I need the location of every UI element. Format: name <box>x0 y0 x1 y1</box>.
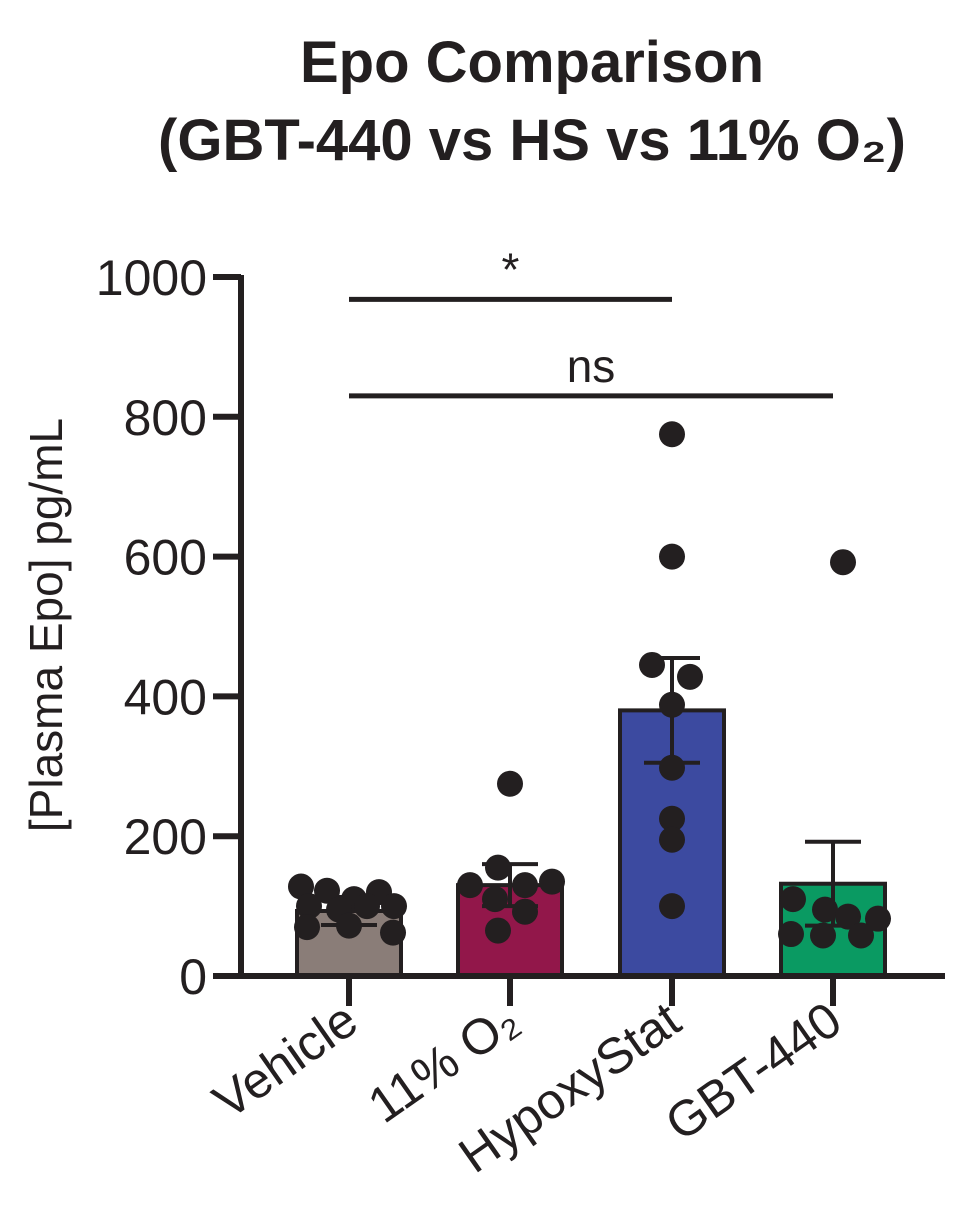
data-point-2-4 <box>659 691 685 718</box>
y-axis-label: [Plasma Epo] pg/mL <box>20 418 72 832</box>
data-point-2-3 <box>677 663 703 690</box>
data-point-3-2 <box>835 903 861 930</box>
data-point-1-4 <box>482 886 508 913</box>
data-point-2-5 <box>659 754 685 781</box>
data-point-0-0 <box>288 873 314 900</box>
data-point-0-6 <box>354 893 380 920</box>
data-point-0-9 <box>336 912 362 939</box>
data-point-2-0 <box>659 421 685 448</box>
data-point-3-4 <box>778 921 804 948</box>
data-point-1-0 <box>457 872 483 899</box>
data-point-3-3 <box>865 905 891 932</box>
data-point-2-6 <box>659 805 685 832</box>
data-point-1-3 <box>539 868 565 895</box>
data-point-2-2 <box>639 651 665 678</box>
data-point-0-7 <box>381 893 407 920</box>
data-point-3-7 <box>830 549 856 576</box>
data-point-1-7 <box>497 770 523 797</box>
data-point-0-10 <box>380 919 406 946</box>
y-tick-label-2: 400 <box>124 669 207 725</box>
x-tick-label-3: GBT-440 <box>655 991 851 1152</box>
y-tick-label-0: 0 <box>179 949 207 1005</box>
y-tick-label-1: 200 <box>124 809 207 865</box>
data-point-2-1 <box>659 543 685 570</box>
data-point-3-5 <box>810 922 836 949</box>
chart-title-line-2: (GBT-440 vs HS vs 11% O₂) <box>158 108 906 173</box>
data-point-0-4 <box>296 893 322 920</box>
data-point-3-1 <box>812 896 838 923</box>
data-point-0-1 <box>314 877 340 904</box>
y-tick-label-4: 800 <box>124 390 207 446</box>
data-point-1-2 <box>512 872 538 899</box>
data-point-0-8 <box>294 914 320 941</box>
significance-label-1: ns <box>567 340 616 392</box>
significance-label-0: * <box>502 243 520 295</box>
data-point-1-5 <box>512 898 538 925</box>
chart-title-line-1: Epo Comparison <box>300 30 764 95</box>
data-point-3-6 <box>848 922 874 949</box>
data-point-1-6 <box>485 917 511 944</box>
x-tick-label-0: Vehicle <box>203 991 367 1129</box>
data-point-3-0 <box>780 886 806 913</box>
data-point-2-7 <box>659 826 685 853</box>
y-tick-label-5: 1000 <box>96 250 207 306</box>
y-tick-label-3: 600 <box>124 530 207 586</box>
data-point-1-1 <box>485 854 511 881</box>
data-point-2-8 <box>659 893 685 920</box>
